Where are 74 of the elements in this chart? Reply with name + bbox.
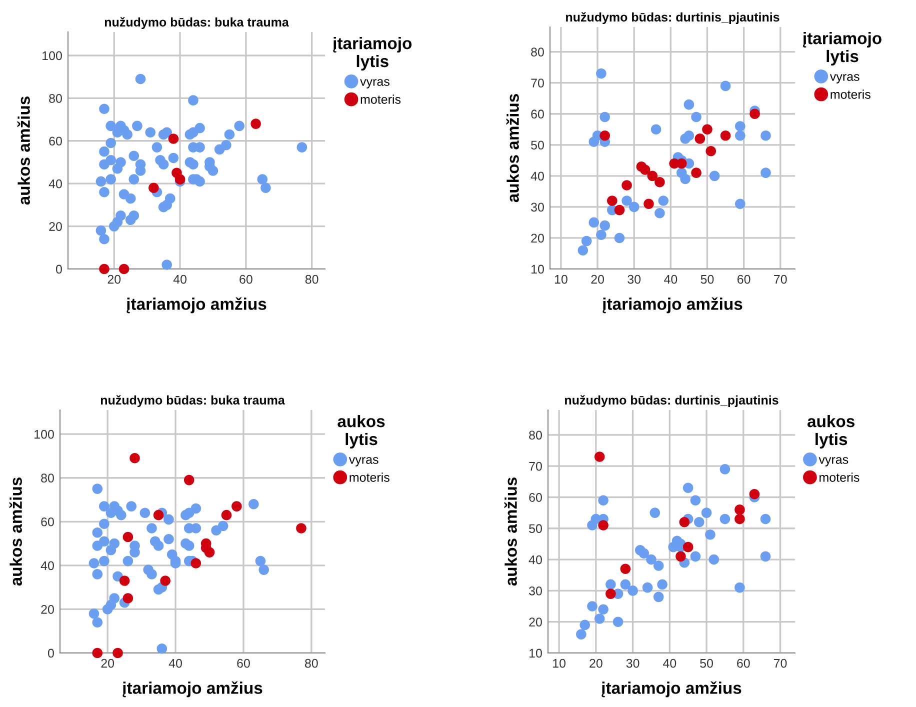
x-tick-label: 20 [101,658,114,668]
legend-label: moteris [820,472,860,482]
legend-label: vyras [830,74,860,84]
y-tick-label: 80 [529,430,542,440]
y-tick-label: 20 [529,618,542,626]
y-tick-label: 40 [528,555,542,564]
y-tick-label: 70 [529,462,542,471]
y-tick-label: 0 [48,648,54,658]
x-tick-label: 20 [590,658,602,668]
y-tick-label: 100 [42,51,62,60]
x-tick-label: 20 [591,274,604,284]
y-tick-label: 20 [531,234,544,243]
legend-label: vyras [348,457,378,466]
x-tick-label: 40 [662,658,676,668]
y-tick-label: 100 [34,430,54,439]
y-tick-label: 70 [531,78,544,88]
chart-title: nužudymo būdas: durtinis_pjautinis [566,12,780,24]
y-axis-title: aukos amžius [9,478,22,586]
x-tick-label: 60 [737,274,750,284]
y-tick-label: 60 [49,136,62,146]
legend-title: įtariamojo lytis [803,32,882,66]
x-tick-label: 20 [108,274,121,284]
y-tick-label: 50 [531,140,544,150]
legend-label: moteris [830,90,870,99]
y-tick-label: 60 [531,110,544,119]
y-tick-label: 80 [49,94,62,103]
x-tick-label: 30 [628,274,641,284]
y-tick-label: 30 [529,586,542,596]
x-tick-label: 80 [305,658,318,668]
y-tick-label: 80 [41,474,54,483]
x-tick-label: 50 [700,274,714,284]
y-tick-label: 50 [529,524,542,534]
x-tick-label: 40 [664,274,678,284]
x-axis-title: įtariamojo amžius [602,681,742,698]
x-tick-label: 40 [168,658,182,668]
y-axis-title: aukos amžius [504,478,517,586]
y-tick-label: 60 [41,517,54,526]
x-tick-label: 30 [626,658,640,668]
x-tick-label: 60 [240,274,252,284]
x-tick-label: 60 [237,658,250,668]
x-axis-title: įtariamojo amžius [126,297,266,314]
legend-label: vyras [360,79,390,88]
x-tick-label: 80 [305,274,318,284]
y-tick-label: 40 [48,179,62,188]
x-tick-label: 70 [774,658,787,668]
y-tick-label: 20 [49,222,62,231]
chart-title: nužudymo būdas: buka trauma [104,17,289,30]
legend-title: aukos lytis [338,415,385,448]
x-axis-title: įtariamojo amžius [122,681,262,698]
y-axis-title: aukos amžius [506,94,519,202]
y-tick-label: 30 [531,202,544,212]
y-axis-title: aukos amžius [17,96,30,205]
y-tick-label: 40 [530,172,544,181]
y-tick-label: 0 [56,264,62,274]
y-tick-label: 20 [41,605,54,614]
y-tick-label: 40 [40,561,54,570]
x-tick-label: 70 [774,274,787,284]
legend-title: įtariamojo lytis [333,37,412,70]
x-tick-label: 40 [173,274,186,284]
legend-label: vyras [818,457,848,466]
legend-label: moteris [360,94,401,104]
legend-title: aukos lytis [807,415,854,448]
y-tick-label: 10 [529,648,542,658]
x-tick-label: 10 [554,274,568,284]
y-tick-label: 10 [531,264,544,274]
x-tick-label: 10 [553,658,566,668]
y-tick-label: 80 [531,48,544,56]
chart-title: nužudymo būdas: durtinis_pjautinis [565,395,778,408]
x-tick-label: 60 [737,658,750,668]
legend-label: moteris [350,472,390,482]
y-tick-label: 60 [529,493,542,502]
chart-title: nužudymo būdas: buka trauma [100,395,285,408]
x-axis-title: įtariamojo amžius [602,297,742,314]
x-tick-label: 50 [700,658,713,668]
